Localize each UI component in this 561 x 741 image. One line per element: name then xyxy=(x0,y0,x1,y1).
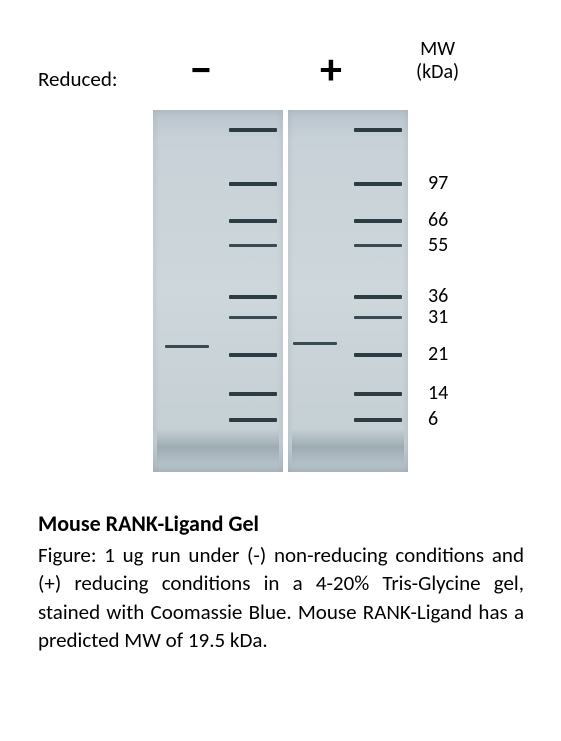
ladder-band-ladder2-14 xyxy=(354,392,402,396)
gel-image: 97 6655 3631 21 146 xyxy=(0,110,561,480)
dye-front-2 xyxy=(292,429,404,465)
ladder-band-ladder1-55 xyxy=(229,244,277,247)
ladder-band-ladder2-21 xyxy=(354,353,402,357)
ladder-band-ladder2-97 xyxy=(354,182,402,186)
ladder-band-ladder1-14 xyxy=(229,392,277,396)
mw-label-21: 21 xyxy=(428,342,448,366)
plus-symbol: + xyxy=(320,42,342,96)
ladder-band-ladder2-55 xyxy=(354,244,402,247)
mw-line2: (kDa) xyxy=(416,61,459,84)
caption-title: Mouse RANK-Ligand Gel xyxy=(38,510,524,537)
ladder-band-ladder2-31 xyxy=(354,316,402,319)
ladder-band-ladder1-21 xyxy=(229,353,277,357)
mw-label-55: 55 xyxy=(428,233,448,257)
mw-label-14: 14 xyxy=(428,381,448,405)
mw-label-6: 6 xyxy=(428,407,438,431)
mw-label-97: 97 xyxy=(428,171,448,195)
sample-band-reducing xyxy=(293,342,337,345)
ladder-band-ladder1-6 xyxy=(229,418,277,422)
mw-line1: MW xyxy=(416,38,459,61)
mw-label-66: 66 xyxy=(428,208,448,232)
ladder-band-ladder1-36 xyxy=(229,295,277,299)
ladder-band-ladder2-200 xyxy=(354,128,402,132)
ladder-band-ladder1-31 xyxy=(229,316,277,319)
ladder-band-ladder2-66 xyxy=(354,219,402,223)
mw-label-36: 36 xyxy=(428,284,448,308)
mw-label-31: 31 xyxy=(428,305,448,329)
ladder-band-ladder2-6 xyxy=(354,418,402,422)
reduced-label: Reduced: xyxy=(38,66,118,92)
caption-body: Figure: 1 ug run under (-) non-reducing … xyxy=(38,541,524,654)
ladder-band-ladder1-97 xyxy=(229,182,277,186)
dye-front-1 xyxy=(157,429,279,465)
ladder-band-ladder2-36 xyxy=(354,295,402,299)
ladder-band-ladder1-66 xyxy=(229,219,277,223)
figure-caption: Mouse RANK-Ligand Gel Figure: 1 ug run u… xyxy=(38,510,524,654)
gel-header: Reduced: − + MW (kDa) xyxy=(0,48,561,108)
sample-band-nonreducing xyxy=(165,345,209,348)
ladder-band-ladder1-200 xyxy=(229,128,277,132)
minus-symbol: − xyxy=(190,42,212,96)
mw-header: MW (kDa) xyxy=(416,38,459,84)
